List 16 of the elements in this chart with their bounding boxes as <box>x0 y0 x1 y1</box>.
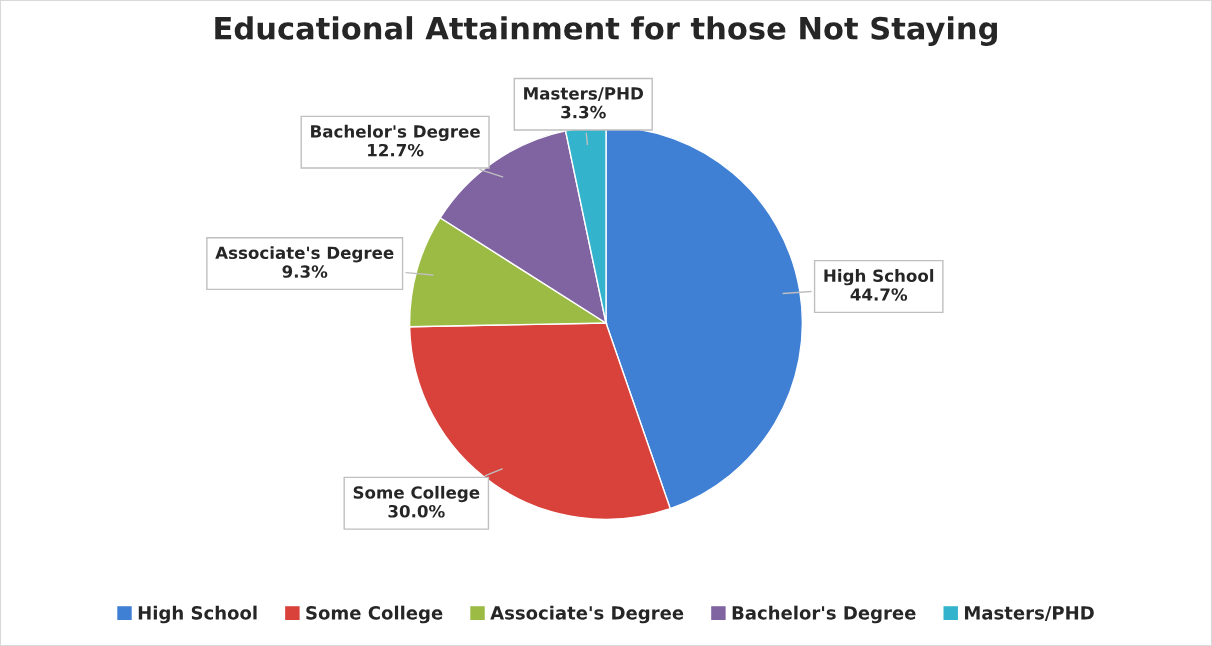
slice-label: Associate's Degree <box>215 246 394 263</box>
slice-label: Some College <box>353 485 480 503</box>
data-label: 30.0% <box>388 504 445 518</box>
data-label: 12.7% <box>368 143 424 157</box>
legend-label: Associate's Degree <box>490 605 684 624</box>
data-label: 9.3% <box>282 265 328 278</box>
data-label: 3.3% <box>561 105 606 119</box>
legend-label: High School <box>138 605 257 624</box>
legend-label: Some College <box>306 605 443 624</box>
slice-label: Masters/PHD <box>524 87 643 102</box>
data-label: 44.7% <box>850 288 908 301</box>
legend-label: Bachelor's Degree <box>732 605 916 624</box>
chart-title: Educational Attainment for those Not Staying <box>215 16 997 46</box>
slice-label: Bachelor's Degree <box>311 124 480 142</box>
slice-label: High School <box>824 269 934 286</box>
legend-label: Masters/PHD <box>965 606 1094 622</box>
